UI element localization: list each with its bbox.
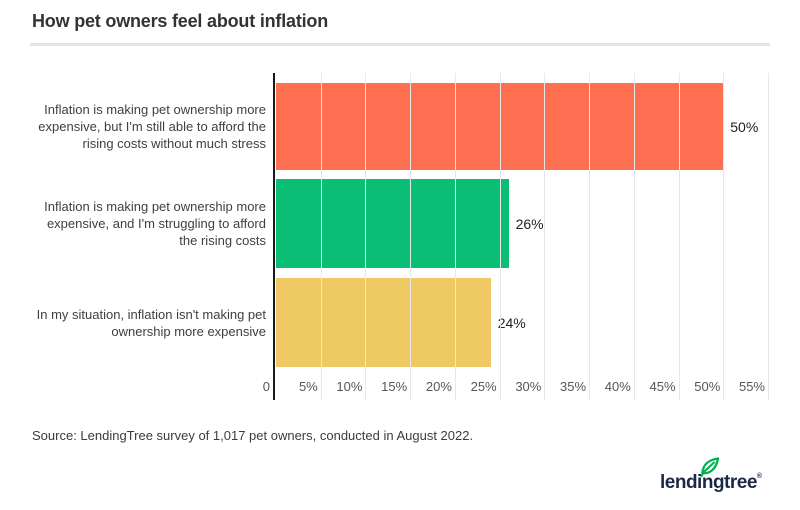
x-tick-label: 35% bbox=[560, 379, 587, 394]
bar-row: 24% bbox=[276, 278, 526, 367]
gridline bbox=[320, 73, 322, 400]
value-label: 26% bbox=[515, 215, 544, 232]
value-label: 50% bbox=[730, 118, 759, 135]
gridline bbox=[589, 73, 591, 400]
gridline bbox=[768, 73, 769, 400]
title-divider bbox=[30, 43, 770, 46]
category-label-row: Inflation is making pet ownership more e… bbox=[30, 179, 266, 268]
value-label: 24% bbox=[497, 314, 526, 331]
gridline bbox=[365, 73, 367, 400]
gridline bbox=[678, 73, 680, 400]
lendingtree-logo: lendingtree® bbox=[660, 457, 780, 499]
gridline bbox=[544, 73, 546, 400]
category-label: Inflation is making pet ownership more e… bbox=[38, 102, 266, 151]
page-title: How pet owners feel about inflation bbox=[32, 11, 329, 31]
category-label: In my situation, inflation isn't making … bbox=[36, 306, 266, 339]
category-label-row: Inflation is making pet ownership more e… bbox=[30, 83, 266, 170]
leaf-icon bbox=[700, 457, 720, 477]
x-tick-label: 40% bbox=[604, 379, 631, 394]
bar-segment bbox=[276, 179, 509, 268]
gridline bbox=[410, 73, 412, 400]
registered-mark: ® bbox=[756, 473, 763, 480]
bar-row: 50% bbox=[276, 83, 758, 170]
bar-segment bbox=[276, 278, 491, 367]
x-tick-label: 15% bbox=[381, 379, 408, 394]
x-tick-label: 30% bbox=[515, 379, 542, 394]
gridline bbox=[499, 73, 501, 400]
gridline bbox=[723, 73, 725, 400]
gridline bbox=[454, 73, 456, 400]
logo-wordmark: lendingtree® bbox=[660, 472, 763, 493]
x-tick-label: 25% bbox=[470, 379, 497, 394]
x-tick-label: 50% bbox=[694, 379, 721, 394]
source-note: Source: LendingTree survey of 1,017 pet … bbox=[32, 428, 474, 443]
gridline bbox=[633, 73, 635, 400]
plot-area: 50% 26% 24% 5% 10% 15% 20% 25% 30% 35% 40% 45% 50… bbox=[276, 73, 769, 400]
x-tick-label: 45% bbox=[649, 379, 676, 394]
x-tick-label-zero: 0 bbox=[262, 379, 270, 394]
y-axis-line bbox=[273, 73, 275, 400]
x-tick-label: 55% bbox=[738, 379, 765, 394]
category-label-row: In my situation, inflation isn't making … bbox=[30, 278, 266, 367]
category-label: Inflation is making pet ownership more e… bbox=[44, 199, 266, 248]
x-tick-label: 20% bbox=[425, 379, 452, 394]
x-tick-label: 10% bbox=[336, 379, 363, 394]
x-tick-label: 5% bbox=[298, 379, 318, 394]
bar-row: 26% bbox=[276, 179, 544, 268]
